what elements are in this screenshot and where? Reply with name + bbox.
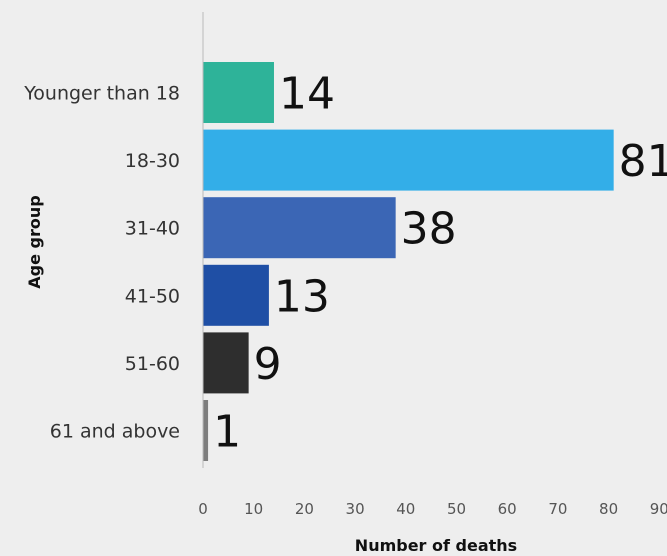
bar-61-and-above [203, 400, 209, 461]
x-tick-label: 40 [396, 500, 415, 518]
category-label: 31-40 [125, 218, 180, 240]
y-axis-title: Age group [25, 195, 44, 288]
data-label: 38 [401, 204, 457, 255]
x-tick-label: 10 [244, 500, 263, 518]
bar-18-30 [203, 129, 614, 191]
category-label: Younger than 18 [23, 83, 180, 105]
data-label: 1 [213, 407, 241, 458]
category-label: 61 and above [50, 421, 180, 443]
bar-younger-than-18 [203, 62, 274, 123]
data-label: 81 [619, 136, 667, 187]
bar-41-50 [203, 264, 269, 326]
x-tick-label: 0 [198, 500, 208, 518]
data-label: 9 [254, 339, 282, 390]
category-label: 51-60 [125, 353, 180, 375]
bar-51-60 [203, 332, 249, 394]
value-labels: 14 81 38 13 91 [213, 69, 667, 458]
x-tick-label: 50 [447, 500, 466, 518]
category-label: 41-50 [125, 285, 180, 307]
category-labels: Younger than 18 18-30 31-40 41-50 51-60 61 an… [23, 83, 180, 443]
data-label: 13 [274, 271, 330, 322]
x-tick-label: 30 [346, 500, 365, 518]
x-tick-label: 60 [498, 500, 517, 518]
data-label: 14 [279, 69, 335, 120]
x-tick-labels: 0 10 20 30 40 50 60 70 80 90 [198, 500, 667, 518]
x-tick-label: 80 [599, 500, 618, 518]
category-label: 18-30 [125, 150, 180, 172]
x-tick-label: 20 [295, 500, 314, 518]
x-axis-title: Number of deaths [355, 536, 517, 555]
bar-31-40 [203, 197, 396, 259]
x-tick-label: 70 [548, 500, 567, 518]
x-tick-label: 90 [650, 500, 667, 518]
bars-group [203, 62, 614, 461]
